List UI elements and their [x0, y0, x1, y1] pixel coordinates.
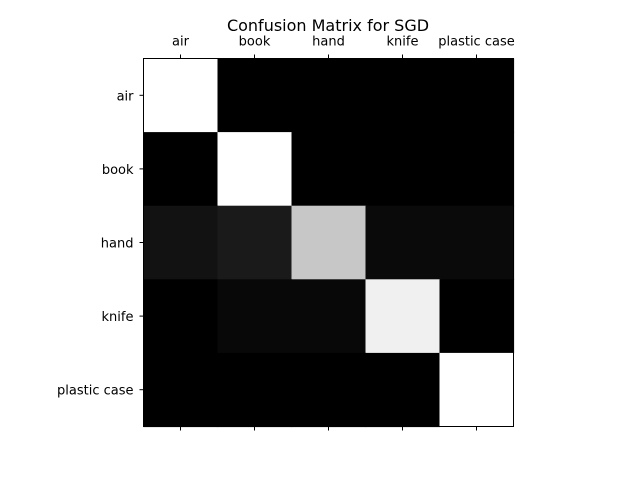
cell-0-2	[291, 58, 367, 133]
cell-4-3	[365, 352, 441, 428]
cell-3-1	[217, 279, 293, 354]
cell-4-4	[439, 352, 515, 428]
cell-2-0	[143, 205, 219, 280]
cell-1-4	[439, 132, 515, 207]
cell-3-2	[291, 279, 367, 354]
cell-4-0	[143, 352, 219, 428]
cell-3-3	[365, 279, 441, 354]
cell-0-3	[365, 58, 441, 133]
cell-2-2	[291, 205, 367, 280]
cell-2-4	[439, 205, 515, 280]
cell-3-4	[439, 279, 515, 354]
x-tick-label-3: knife	[387, 35, 419, 50]
cell-2-1	[217, 205, 293, 280]
x-tick-label-1: book	[239, 35, 271, 50]
cell-0-4	[439, 58, 515, 133]
cell-4-2	[291, 352, 367, 428]
cell-0-0	[143, 58, 219, 133]
cell-4-1	[217, 352, 293, 428]
y-tick-label-4: plastic case	[57, 384, 133, 399]
cell-1-0	[143, 132, 219, 207]
x-tick-label-2: hand	[312, 35, 345, 50]
chart-title: Confusion Matrix for SGD	[227, 16, 429, 35]
y-tick-label-1: book	[102, 163, 134, 178]
cell-0-1	[217, 58, 293, 133]
cell-1-3	[365, 132, 441, 207]
cell-3-0	[143, 279, 219, 354]
cell-1-2	[291, 132, 367, 207]
y-tick-label-0: air	[117, 89, 135, 104]
y-axis-ticks: air book hand knife plastic case	[57, 89, 144, 399]
x-axis-ticks: air book hand knife plastic case	[172, 35, 515, 431]
y-tick-label-2: hand	[101, 237, 134, 252]
y-tick-label-3: knife	[102, 310, 134, 325]
cell-1-1	[217, 132, 293, 207]
x-tick-label-4: plastic case	[438, 35, 514, 50]
x-tick-label-0: air	[172, 35, 190, 50]
cell-2-3	[365, 205, 441, 280]
heatmap-cells	[143, 58, 515, 428]
